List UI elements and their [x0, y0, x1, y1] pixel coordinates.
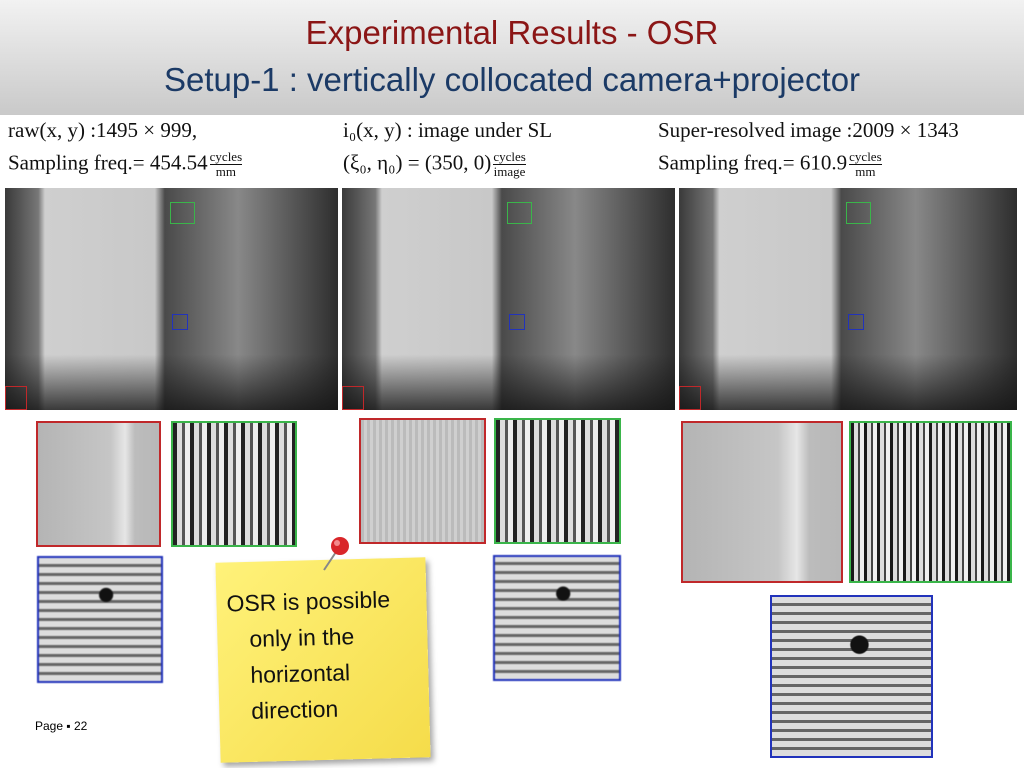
- note-line: OSR is possible: [226, 586, 391, 617]
- roi-box: [5, 386, 27, 410]
- frac-num: cycles: [209, 149, 243, 165]
- zoom-red: [36, 421, 161, 547]
- caption-line: Sampling freq.= 610.9 cycles mm: [658, 150, 882, 179]
- caption-line: Sampling freq.= 454.54 cycles mm: [8, 149, 243, 179]
- sticky-note: OSR is possible only in the horizontal d…: [215, 557, 431, 763]
- subtitle: Setup-1 : vertically collocated camera+p…: [163, 61, 861, 98]
- caption-text: Sampling freq.= 454.54: [8, 150, 208, 175]
- caption-line: Super-resolved image :2009 × 1343: [658, 118, 959, 142]
- note-line: direction: [250, 695, 339, 724]
- caption-line: i₀(x, y) : image under SL: [343, 118, 553, 142]
- zoom-blue: [770, 595, 933, 758]
- zoom-blue: [37, 556, 163, 683]
- roi-box: [342, 386, 364, 410]
- roi-box: [846, 202, 871, 224]
- caption-text: (ξ₀, η₀) = (350, 0): [343, 150, 492, 175]
- fraction: cycles image: [493, 149, 526, 179]
- caption-line: raw(x, y) :1495 × 999,: [8, 118, 198, 142]
- zoom-green: [171, 421, 297, 547]
- fraction: cycles mm: [209, 149, 243, 179]
- roi-box: [848, 314, 864, 330]
- frac-num: cycles: [493, 149, 526, 165]
- photo: [679, 188, 1017, 410]
- frac-num: cycles: [849, 149, 882, 165]
- fraction: cycles mm: [849, 149, 882, 179]
- note-line: only in the: [249, 623, 355, 652]
- zoom-blue: [493, 555, 621, 681]
- caption-line: (ξ₀, η₀) = (350, 0) cycles image: [343, 150, 526, 179]
- zoom-green: [849, 421, 1012, 583]
- roi-box: [679, 386, 701, 410]
- pin: [323, 537, 349, 571]
- zoom-red: [359, 418, 486, 544]
- frac-den: image: [493, 164, 526, 179]
- title: Experimental Results - OSR: [305, 14, 719, 51]
- roi-box: [172, 314, 188, 330]
- frac-den: mm: [855, 164, 876, 179]
- photo: [5, 188, 338, 410]
- zoom-red: [681, 421, 843, 583]
- roi-box: [507, 202, 532, 224]
- frac-den: mm: [215, 164, 237, 179]
- photo: [342, 188, 675, 410]
- title-band: [0, 0, 1024, 115]
- page-number: Page ▪ 22: [35, 719, 88, 733]
- roi-box: [170, 202, 195, 224]
- roi-box: [509, 314, 525, 330]
- caption-text: Sampling freq.= 610.9: [658, 150, 848, 175]
- zoom-green: [494, 418, 621, 544]
- note-line: horizontal: [250, 659, 351, 688]
